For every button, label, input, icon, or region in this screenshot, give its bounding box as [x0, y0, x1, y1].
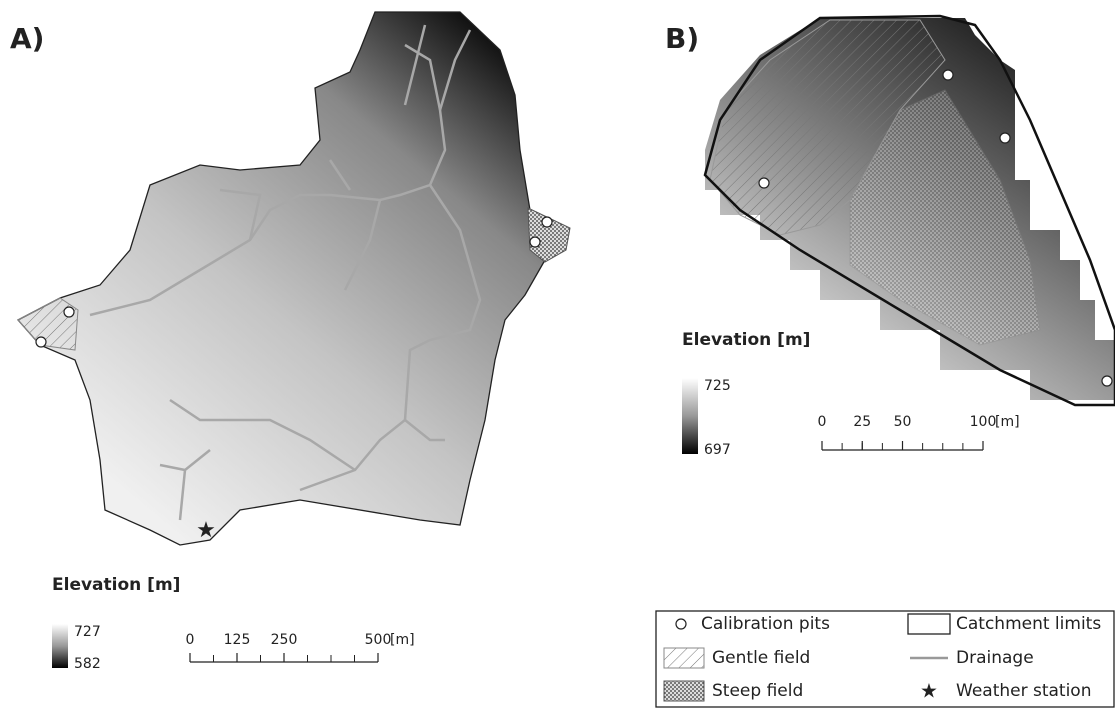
panel-label: A) — [10, 22, 44, 55]
panel-label: B) — [665, 22, 699, 55]
steep-field — [528, 208, 570, 262]
elevation-title: Elevation [m] — [52, 575, 180, 595]
scale-label: 100 — [970, 414, 997, 430]
scale-unit: [m] — [995, 414, 1020, 430]
scale-label: 500 — [365, 632, 392, 648]
elevation-max: 725 — [704, 378, 731, 394]
catchment-a — [18, 12, 545, 545]
legend-label: Drainage — [956, 648, 1034, 668]
elevation-min: 697 — [704, 442, 731, 458]
legend: Calibration pits Catchment limits Gentle… — [656, 611, 1114, 707]
elevation-title: Elevation [m] — [682, 330, 810, 350]
scale-label: 0 — [186, 632, 195, 648]
weather-station: ★ — [196, 518, 216, 543]
elevation-min: 582 — [74, 656, 101, 672]
legend-label: Calibration pits — [701, 614, 830, 634]
figure: A) ★ Elevation [m] 727 582 0125250500[m]… — [0, 0, 1115, 708]
legend-label: Steep field — [712, 681, 803, 701]
colorbar — [682, 378, 698, 454]
legend-label: Gentle field — [712, 648, 810, 668]
legend-label: Catchment limits — [956, 614, 1101, 634]
scale-bar: 0 25 50 100[m] — [818, 414, 1020, 450]
scale-label: 250 — [271, 632, 298, 648]
scale-bar: 0 125 250 500[m] — [186, 632, 415, 662]
svg-text:★: ★ — [920, 679, 938, 703]
scale-unit: [m] — [390, 632, 415, 648]
colorbar — [52, 624, 68, 668]
legend-label: Weather station — [956, 681, 1092, 701]
elevation-max: 727 — [74, 624, 101, 640]
scale-label: 0 — [818, 414, 827, 430]
gentle-field — [18, 298, 78, 350]
scale-label: 25 — [853, 414, 871, 430]
scale-label: 125 — [224, 632, 251, 648]
scale-label: 50 — [894, 414, 912, 430]
